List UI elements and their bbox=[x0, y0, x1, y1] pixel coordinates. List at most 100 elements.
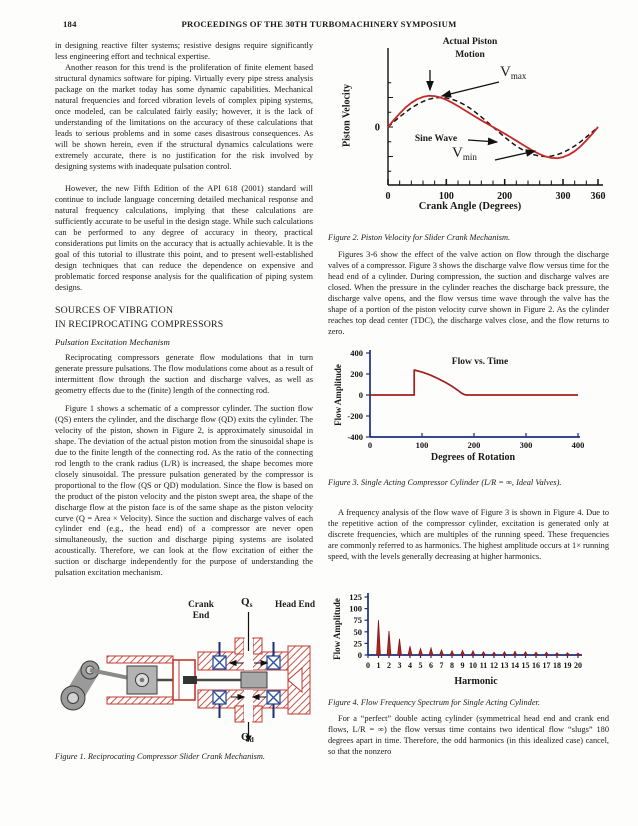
x-tick-label: 12 bbox=[490, 661, 498, 670]
discharge-passage bbox=[244, 690, 253, 721]
figure3-y-axis-label: Flow Amplitude bbox=[333, 364, 343, 426]
y-tick-label: 0 bbox=[359, 390, 363, 400]
spike-harmonic-1 bbox=[376, 620, 381, 656]
x-tick-label: 300 bbox=[520, 440, 533, 450]
suction-nozzle-left bbox=[234, 637, 245, 655]
crosshead-guide-top bbox=[106, 655, 174, 664]
subsection-heading: Pulsation Excitation Mechanism bbox=[55, 337, 170, 347]
discharge-nozzle-left bbox=[234, 705, 245, 723]
figure1-crank-end-label: Crank End bbox=[188, 600, 214, 621]
x-tick-label: 15 bbox=[522, 661, 530, 670]
spike-harmonic-5 bbox=[418, 647, 423, 656]
figure3-caption: Figure 3. Single Acting Compressor Cylin… bbox=[328, 478, 562, 487]
series-flow bbox=[370, 369, 578, 396]
discharge-valve-right bbox=[266, 690, 281, 705]
spike-harmonic-18 bbox=[554, 652, 560, 656]
paragraph: Figures 3-6 show the effect of the valve… bbox=[328, 250, 609, 336]
x-tick-label: 18 bbox=[553, 661, 561, 670]
x-tick-label: 3 bbox=[398, 661, 402, 670]
x-tick-label: 9 bbox=[461, 661, 465, 670]
series-actual-piston-motion bbox=[387, 94, 599, 160]
x-tick-label: 13 bbox=[501, 661, 509, 670]
paragraph: For a “perfect” double acting cylinder (… bbox=[328, 714, 609, 756]
annotation-arrow bbox=[440, 81, 500, 98]
y-tick-label: -200 bbox=[347, 411, 363, 421]
crosshead-pin-center bbox=[139, 677, 145, 683]
page-number: 184 bbox=[63, 19, 77, 29]
figure2-caption: Figure 2. Piston Velocity for Slider Cra… bbox=[328, 233, 511, 242]
spike-harmonic-15 bbox=[522, 651, 529, 656]
y-tick-label: 125 bbox=[349, 592, 362, 602]
x-tick-label: 17 bbox=[543, 661, 551, 670]
x-tick-label: 1 bbox=[377, 661, 381, 670]
figure2-sine-wave-annotation: Sine Wave bbox=[414, 134, 458, 144]
y-tick-label: 0 bbox=[358, 650, 362, 660]
figure1-discharge-flow-label: Qd bbox=[241, 731, 254, 744]
spike-harmonic-20 bbox=[575, 652, 581, 656]
spike-harmonic-4 bbox=[407, 646, 413, 656]
spike-harmonic-19 bbox=[564, 652, 571, 656]
x-tick-label: 7 bbox=[440, 661, 444, 670]
figure1-schematic bbox=[60, 612, 311, 742]
spike-harmonic-11 bbox=[480, 651, 487, 656]
x-tick-label: 8 bbox=[450, 661, 454, 670]
figure1-suction-flow-label: Qs bbox=[241, 596, 253, 609]
x-tick-label: 0 bbox=[366, 661, 370, 670]
section-heading-line2: IN RECIPROCATING COMPRESSORS bbox=[55, 318, 224, 330]
discharge-nozzle-right bbox=[252, 705, 263, 723]
flow-arrow bbox=[254, 659, 269, 667]
paragraph: Figure 1 shows a schematic of a compress… bbox=[55, 404, 313, 578]
x-tick-label: 2 bbox=[387, 661, 391, 670]
x-tick-label: 20 bbox=[574, 661, 582, 670]
x-tick-label: 6 bbox=[429, 661, 433, 670]
figure4-caption: Figure 4. Flow Frequency Spectrum for Si… bbox=[328, 698, 540, 707]
figure4-y-axis-label: Flow Amplitude bbox=[332, 598, 342, 660]
y-tick-label: 100 bbox=[349, 604, 362, 614]
flow-arrow bbox=[228, 659, 243, 667]
spike-harmonic-16 bbox=[533, 651, 539, 656]
figure3-chart: 400 200 0 -200 -400 0 100 200 300 400 bbox=[347, 348, 584, 450]
spike-harmonic-6 bbox=[428, 646, 434, 656]
annotation-arrow bbox=[494, 149, 537, 161]
spike-harmonic-17 bbox=[543, 651, 550, 656]
discharge-valve-left bbox=[212, 690, 227, 705]
suction-valve-left bbox=[212, 655, 227, 670]
paragraph: A frequency analysis of the flow wave of… bbox=[328, 508, 609, 561]
figure2-y-axis-label: Piston Velocity bbox=[341, 83, 353, 148]
spike-harmonic-12 bbox=[491, 651, 497, 656]
x-tick-label: 360 bbox=[591, 191, 606, 202]
x-tick-label: 11 bbox=[480, 661, 488, 670]
header-title: PROCEEDINGS OF THE 30TH TURBOMACHINERY S… bbox=[181, 19, 457, 29]
x-tick-label: 0 bbox=[386, 191, 391, 202]
figure2-x-axis-label: Crank Angle (Degrees) bbox=[418, 201, 522, 212]
y-tick-label: 400 bbox=[350, 348, 363, 358]
figure3-title: Flow vs. Time bbox=[451, 357, 509, 367]
crosshead-guide-bottom bbox=[106, 696, 174, 705]
x-tick-label: 16 bbox=[532, 661, 540, 670]
x-tick-label: 300 bbox=[556, 191, 571, 202]
x-tick-label: 200 bbox=[468, 440, 481, 450]
spike-harmonic-3 bbox=[397, 638, 402, 656]
y-tick-label: 25 bbox=[354, 638, 363, 648]
spike-harmonic-14 bbox=[512, 650, 518, 656]
spike-harmonic-13 bbox=[501, 651, 508, 656]
x-tick-label: 100 bbox=[439, 191, 454, 202]
flow-arrow bbox=[231, 693, 246, 701]
figure1-caption: Figure 1. Reciprocating Compressor Slide… bbox=[55, 752, 265, 761]
spike-harmonic-2 bbox=[386, 630, 392, 656]
figure3-x-axis-label: Degrees of Rotation bbox=[430, 452, 516, 463]
spike-harmonic-10 bbox=[470, 649, 476, 656]
x-tick-label: 19 bbox=[564, 661, 572, 670]
section-heading-line1: SOURCES OF VIBRATION bbox=[55, 305, 174, 316]
section-heading: SOURCES OF VIBRATION IN RECIPROCATING CO… bbox=[55, 304, 313, 331]
y-zero-label: 0 bbox=[375, 123, 380, 134]
flow-arrow bbox=[251, 693, 266, 701]
paragraph: Another reason for this trend is the pro… bbox=[55, 63, 313, 171]
figure4-x-axis-label: Harmonic bbox=[454, 676, 498, 687]
paragraph: in designing reactive filter systems; re… bbox=[55, 41, 313, 61]
x-tick-label: 200 bbox=[497, 191, 512, 202]
annotation-line: Actual Piston bbox=[442, 37, 498, 47]
piston bbox=[240, 671, 268, 689]
figure2-chart: 0 100 200 300 360 0 bbox=[375, 48, 606, 202]
